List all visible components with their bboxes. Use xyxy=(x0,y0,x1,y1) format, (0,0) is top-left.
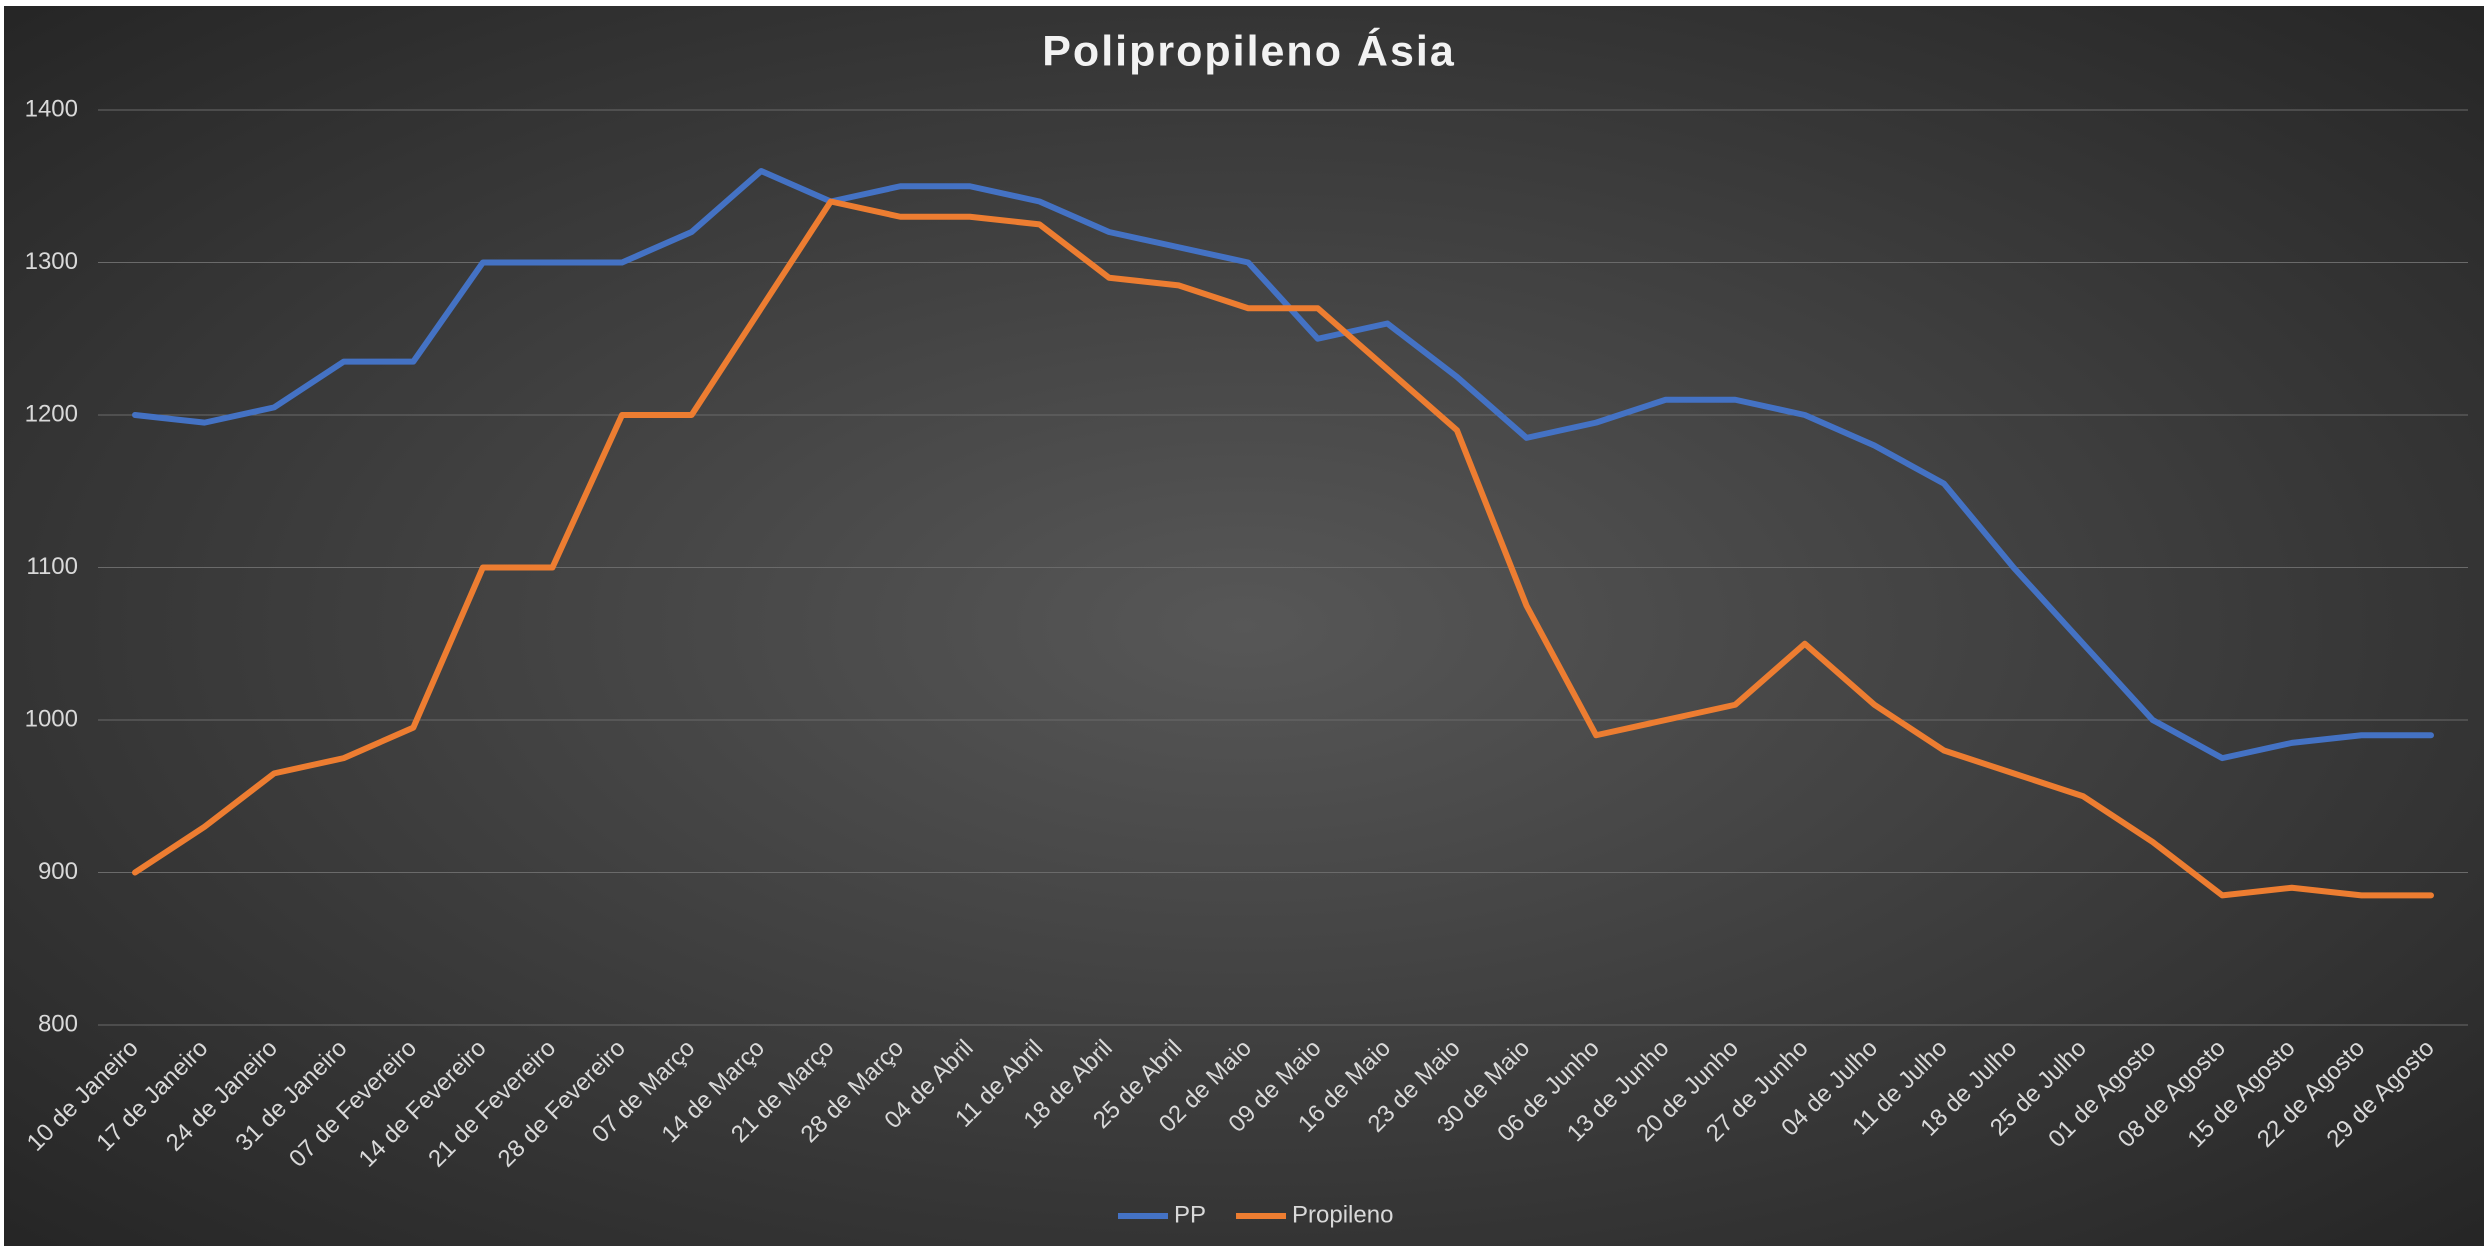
line-series xyxy=(132,198,2434,899)
y-tick-label: 1200 xyxy=(25,400,78,427)
y-tick-label: 800 xyxy=(38,1010,78,1037)
y-tick-label: 1000 xyxy=(25,705,78,732)
y-tick-label: 1100 xyxy=(26,553,78,580)
y-tick-label: 1400 xyxy=(25,95,78,122)
legend-label: Propileno xyxy=(1292,1201,1393,1228)
y-tick-label: 1300 xyxy=(25,248,78,275)
chart-title: Polipropileno Ásia xyxy=(1042,27,1456,75)
y-tick-label: 900 xyxy=(38,858,78,885)
line-series xyxy=(132,168,2434,762)
legend-label: PP xyxy=(1174,1201,1206,1228)
